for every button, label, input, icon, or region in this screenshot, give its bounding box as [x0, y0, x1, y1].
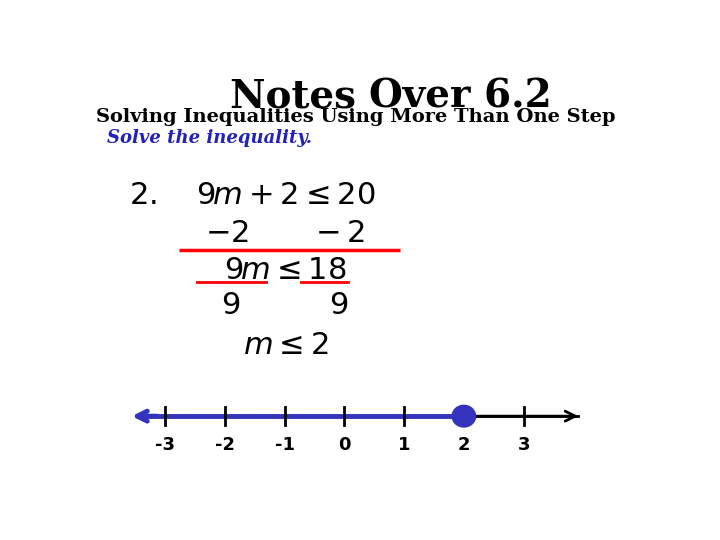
Text: -1: -1: [275, 436, 294, 454]
Text: Solve the inequality.: Solve the inequality.: [107, 129, 312, 147]
Text: $-2\qquad-2$: $-2\qquad-2$: [205, 219, 365, 248]
Text: Over 6.2: Over 6.2: [369, 77, 552, 115]
Text: $9\qquad\quad 9$: $9\qquad\quad 9$: [222, 292, 349, 320]
Text: 3: 3: [517, 436, 530, 454]
Text: $9m\leq 18$: $9m\leq 18$: [224, 256, 346, 285]
Text: Solving Inequalities Using More Than One Step: Solving Inequalities Using More Than One…: [96, 109, 615, 126]
Ellipse shape: [452, 406, 476, 427]
Text: 1: 1: [398, 436, 410, 454]
Text: 0: 0: [338, 436, 351, 454]
Text: Notes: Notes: [230, 77, 369, 115]
Text: $m\leq 2$: $m\leq 2$: [243, 331, 328, 360]
Text: $9m+2\leq 20$: $9m+2\leq 20$: [196, 181, 375, 210]
Text: $\mathit{2.}$: $\mathit{2.}$: [129, 181, 157, 210]
Text: -2: -2: [215, 436, 235, 454]
Text: 2: 2: [458, 436, 470, 454]
Text: -3: -3: [156, 436, 176, 454]
